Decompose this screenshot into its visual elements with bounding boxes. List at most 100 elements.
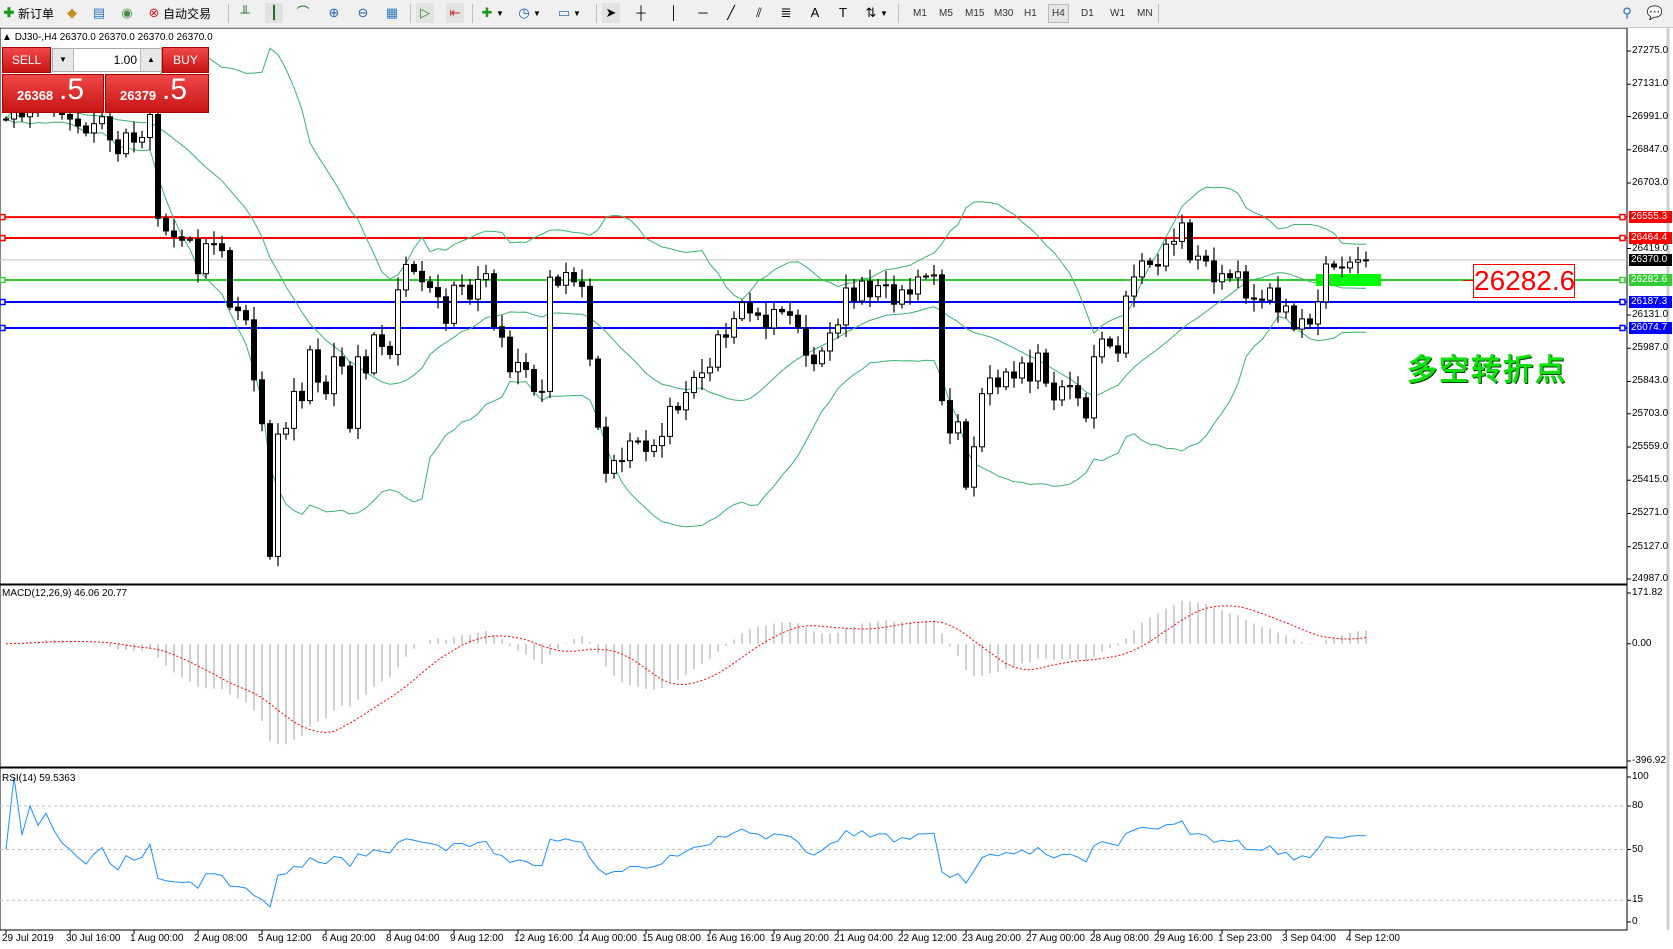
collapse-triangle-icon[interactable]: ▲ <box>2 32 12 43</box>
candle <box>851 279 857 309</box>
lot-increase-icon[interactable]: ▲ <box>140 49 161 71</box>
level-handle[interactable] <box>0 298 6 306</box>
timeframe-w1[interactable]: W1 <box>1110 8 1125 19</box>
bear-candle-body <box>531 368 537 392</box>
timeframe-h1[interactable]: H1 <box>1024 8 1037 19</box>
candle <box>203 238 209 279</box>
tile-windows-button[interactable]: ▦ <box>383 3 401 23</box>
zoom-in-button[interactable]: ⊕ <box>325 3 343 23</box>
templates-dropdown[interactable]: ▭ ▼ <box>555 3 581 23</box>
candle <box>555 274 561 288</box>
level-handle[interactable] <box>0 213 6 221</box>
lot-size-stepper[interactable]: ▼ 1.00 ▲ <box>52 48 162 72</box>
folder-icon: ◆ <box>67 5 77 20</box>
macd-series <box>5 600 1367 745</box>
buy-price-button[interactable]: 26379 .5 <box>105 73 209 113</box>
trendline-icon: ╱ <box>727 5 735 20</box>
candle <box>579 269 585 298</box>
equidistant-channel-tool[interactable]: ⫽ <box>750 3 768 23</box>
turning-point-text[interactable]: 多空转折点 <box>1407 353 1567 388</box>
bear-candle-body <box>763 314 769 329</box>
candle <box>563 262 569 295</box>
vertical-line-tool[interactable]: │ <box>665 3 683 23</box>
template-icon: ▭ <box>557 5 571 20</box>
time-tick-label: 30 Jul 16:00 <box>66 933 121 944</box>
timeframe-m5[interactable]: M5 <box>939 8 953 19</box>
text-label-tool[interactable]: T <box>834 3 852 23</box>
cursor-tool[interactable]: ➤ <box>602 3 620 23</box>
candle <box>251 306 257 392</box>
bull-candle-body <box>987 377 993 395</box>
line-chart-button[interactable]: ⌒ <box>294 3 312 23</box>
level-handle[interactable] <box>1619 213 1626 221</box>
buy-button[interactable]: BUY <box>162 47 209 73</box>
candle <box>731 311 737 344</box>
search-button[interactable]: ⚲ <box>1618 3 1636 23</box>
bull-candle-body <box>11 111 17 120</box>
level-handle[interactable] <box>1619 324 1626 332</box>
pivot-zone-rect[interactable] <box>1316 274 1381 287</box>
auto-scroll-button[interactable]: ▷ <box>416 3 434 23</box>
bull-candle-body <box>307 349 313 402</box>
timeframe-mn[interactable]: MN <box>1137 8 1153 19</box>
bull-candle-body <box>451 284 457 324</box>
timeframe-m1[interactable]: M1 <box>913 8 927 19</box>
candle <box>443 288 449 331</box>
toolbar-separator <box>228 4 229 23</box>
bear-candle-body <box>507 336 513 373</box>
chart-ohlc: 26370.0 26370.0 26370.0 26370.0 <box>59 32 213 43</box>
arrows-dropdown[interactable]: ⇅ ▼ <box>862 3 888 23</box>
level-handle[interactable] <box>1619 298 1626 306</box>
trendline-tool[interactable]: ╱ <box>722 3 740 23</box>
candle <box>651 439 657 458</box>
timeframe-m15[interactable]: M15 <box>965 8 985 19</box>
level-handle[interactable] <box>0 324 6 332</box>
fibonacci-tool[interactable]: ≣ <box>777 3 795 23</box>
chart-shift-icon: ⇤ <box>449 5 461 20</box>
bear-candle-body <box>1115 345 1121 354</box>
timeframe-d1[interactable]: D1 <box>1081 8 1094 19</box>
candle <box>619 447 625 473</box>
sell-price-button[interactable]: 26368 .5 <box>2 73 104 113</box>
market-watch-button[interactable]: ◆ <box>63 3 81 23</box>
candle <box>1115 336 1121 362</box>
lot-decrease-icon[interactable]: ▼ <box>53 49 74 71</box>
zoom-out-button[interactable]: ⊖ <box>354 3 372 23</box>
bear-candle-body <box>1211 260 1217 283</box>
candle <box>603 416 609 483</box>
candle <box>1331 260 1337 270</box>
timeframe-m30[interactable]: M30 <box>994 8 1014 19</box>
level-handle[interactable] <box>1619 276 1626 284</box>
bull-candle-body <box>979 393 985 448</box>
chart-shift-button[interactable]: ⇤ <box>446 3 464 23</box>
crosshair-tool[interactable]: ┼ <box>632 3 650 23</box>
auto-trading-button[interactable]: ⊗ 自动交易 <box>145 3 211 23</box>
bar-chart-button[interactable]: ╨ <box>236 3 254 23</box>
timeframe-h4[interactable]: H4 <box>1048 4 1069 23</box>
bear-candle-body <box>1275 287 1281 313</box>
level-handle[interactable] <box>0 276 6 284</box>
indicators-dropdown[interactable]: ✚ ▼ <box>478 3 504 23</box>
level-handle[interactable] <box>1619 234 1626 242</box>
new-order-button[interactable]: ✚ 新订单 <box>0 3 54 23</box>
bear-candle-body <box>259 379 265 425</box>
bull-candle-body <box>771 308 777 329</box>
lot-size-input[interactable]: 1.00 <box>113 53 137 67</box>
pivot-price-label[interactable]: 26282.6 <box>1473 264 1576 298</box>
candle <box>483 264 489 288</box>
chat-button[interactable]: 💬 <box>1646 3 1664 23</box>
tile-windows-icon: ▦ <box>385 5 399 20</box>
candle <box>755 307 761 321</box>
level-handle[interactable] <box>0 234 6 242</box>
time-tick-label: 9 Aug 12:00 <box>450 933 504 944</box>
signals-button[interactable]: ◉ <box>118 3 136 23</box>
candlestick-chart-button[interactable]: ┃ <box>265 3 283 23</box>
dropdown-arrow-icon: ▼ <box>533 8 541 18</box>
text-tool[interactable]: A <box>806 3 824 23</box>
sell-button[interactable]: SELL <box>2 47 51 73</box>
time-tick-label: 4 Sep 12:00 <box>1346 933 1400 944</box>
navigator-button[interactable]: ▤ <box>90 3 108 23</box>
periods-dropdown[interactable]: ◷ ▼ <box>515 3 541 23</box>
horizontal-line-tool[interactable]: ─ <box>694 3 712 23</box>
